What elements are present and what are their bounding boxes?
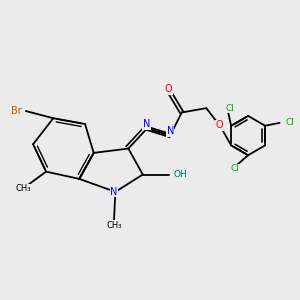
Text: Cl: Cl	[286, 118, 295, 127]
Text: Cl: Cl	[231, 164, 240, 173]
Text: CH₃: CH₃	[106, 220, 122, 230]
Text: CH₃: CH₃	[15, 184, 31, 194]
Text: Br: Br	[11, 106, 22, 116]
Text: Cl: Cl	[225, 104, 234, 113]
Text: N: N	[167, 126, 174, 136]
Text: N: N	[110, 187, 118, 197]
Text: O: O	[165, 84, 172, 94]
Text: N: N	[143, 119, 150, 129]
Text: OH: OH	[174, 170, 188, 179]
Text: O: O	[215, 121, 223, 130]
